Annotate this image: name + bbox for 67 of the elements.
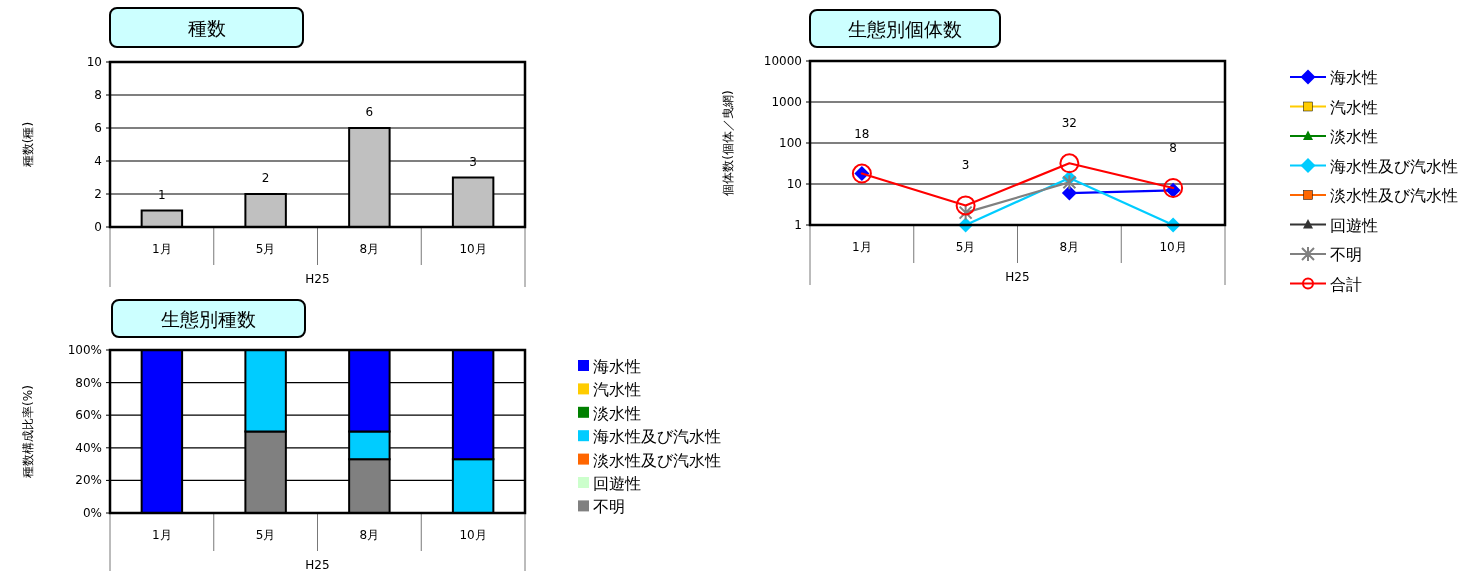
legend-label: 淡水性及び汽水性	[593, 450, 721, 470]
point	[1061, 185, 1077, 201]
y-tick-label: 10	[86, 55, 102, 69]
x-tick-label: 8月	[1059, 240, 1080, 254]
x-tick-label: 1月	[152, 528, 172, 542]
data-label: 1	[158, 187, 166, 202]
data-label: 32	[1061, 116, 1078, 131]
legend-label: 不明	[593, 497, 625, 517]
y-tick-label: 60%	[75, 408, 102, 423]
y-tick-label: 40%	[75, 440, 102, 455]
x-tick-label: 10月	[459, 528, 487, 542]
x-axis-title: H25	[305, 272, 330, 286]
y-tick-label: 1000	[771, 95, 802, 109]
x-tick-label: 5月	[255, 242, 276, 256]
x-tick-label: 8月	[359, 242, 380, 256]
legend-label: 合計	[1330, 274, 1362, 294]
y-tick-label: 10000	[763, 54, 802, 68]
data-label: 18	[854, 126, 870, 141]
y-tick-label: 10	[786, 177, 802, 191]
legend-label: 海水性	[1330, 68, 1378, 87]
y-tick-label: 0%	[82, 506, 102, 520]
x-axis-title: H25	[305, 558, 330, 571]
point	[1062, 174, 1077, 191]
x-tick-label: 5月	[955, 240, 976, 254]
y-tick-label: 2	[94, 187, 102, 201]
data-label: 3	[961, 158, 970, 173]
x-tick-label: 10月	[1159, 240, 1187, 254]
legend-label: 汽水性	[1330, 97, 1378, 117]
chart-title: 生態別個体数	[848, 17, 962, 40]
y-tick-label: 80%	[75, 375, 102, 390]
point	[958, 204, 973, 221]
point	[1163, 177, 1184, 198]
x-tick-label: 8月	[359, 528, 380, 542]
y-tick-label: 100%	[67, 343, 102, 357]
legend-label: 淡水性	[1330, 127, 1378, 146]
y-tick-label: 0	[94, 220, 102, 234]
y-axis-title: 種数構成比率(%)	[21, 385, 35, 478]
chart-title: 種数	[187, 16, 226, 39]
y-tick-label: 4	[94, 154, 102, 168]
y-tick-label: 8	[94, 88, 102, 102]
chart-title: 生態別種数	[161, 307, 256, 330]
y-axis-title: 個体数(個体／曳網)	[721, 90, 735, 196]
data-label: 2	[261, 171, 270, 185]
legend-label: 淡水性	[593, 403, 641, 423]
y-tick-label: 1	[794, 218, 802, 232]
data-label: 6	[365, 105, 374, 119]
legend-label: 回遊性	[593, 474, 641, 493]
legend-label: 海水性及び汽水性	[593, 427, 721, 447]
x-axis-title: H25	[1005, 270, 1030, 284]
x-tick-label: 10月	[459, 242, 487, 256]
y-tick-label: 6	[94, 121, 102, 135]
data-label: 8	[1169, 140, 1177, 155]
point	[1059, 153, 1080, 174]
x-tick-label: 1月	[152, 242, 172, 256]
legend-label: 不明	[1330, 245, 1362, 264]
legend-label: 回遊性	[1330, 215, 1378, 235]
legend-label: 汽水性	[593, 380, 641, 400]
y-tick-label: 100	[779, 136, 802, 150]
data-label: 3	[469, 154, 477, 169]
y-tick-label: 20%	[75, 473, 102, 488]
legend-label: 海水性及び汽水性	[1330, 156, 1458, 176]
y-axis-title: 種数(種)	[21, 121, 35, 168]
x-tick-label: 5月	[255, 528, 276, 542]
x-tick-label: 1月	[852, 240, 872, 254]
point	[955, 195, 976, 216]
legend-label: 淡水性及び汽水性	[1330, 186, 1458, 205]
legend-label: 海水性	[593, 357, 641, 376]
